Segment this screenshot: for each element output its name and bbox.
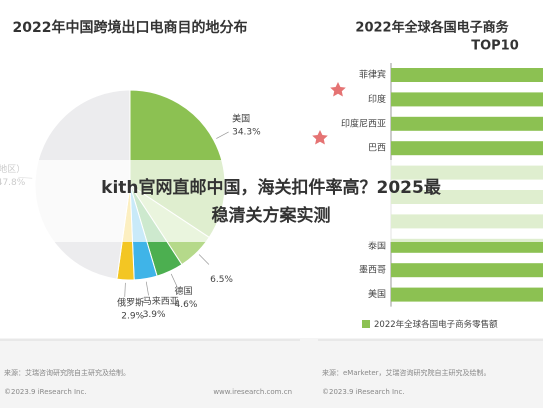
category-label: 印度 — [368, 93, 386, 105]
pie-title: 2022年中国跨境出口电商目的地分布 — [13, 19, 248, 36]
slice-value: 34.3% — [232, 127, 261, 137]
slice-label: 马来西亚 — [143, 296, 179, 307]
leader-line — [145, 281, 149, 296]
footer-bg — [0, 338, 543, 408]
slice-label: 德国 — [175, 285, 193, 297]
leader-line — [170, 273, 178, 287]
bar — [391, 92, 543, 107]
bar — [391, 141, 543, 156]
star — [312, 130, 328, 145]
banner-text: 稳清关方案实测 — [212, 205, 331, 226]
copyright: ©2023.9 iResearch Inc. — [4, 388, 87, 396]
category-label: 菲律宾 — [359, 69, 386, 81]
slice-value: 6.5% — [210, 275, 233, 285]
category-label: 印度尼西亚 — [341, 117, 386, 129]
leader-line — [198, 254, 210, 265]
slice-value: 4.6% — [175, 300, 198, 310]
slice-value: 2.9% — [121, 311, 144, 321]
banner — [0, 160, 543, 242]
source: 来源：艾瑞咨询研究院自主研究及绘制。 — [4, 368, 130, 377]
bar-subtitle: TOP10 — [471, 39, 519, 54]
category-label: 墨西哥 — [359, 265, 386, 276]
star — [330, 82, 346, 97]
site: www.iresearch.com.cn — [213, 388, 292, 396]
bar — [391, 116, 543, 131]
bar — [391, 68, 543, 82]
bar — [391, 287, 543, 302]
category-label: 美国 — [368, 288, 386, 300]
bar-title: 2022年全球各国电子商务 — [355, 20, 509, 36]
leader-line — [216, 131, 229, 139]
source: 来源：eMarketer，艾瑞咨询研究院自主研究及绘制。 — [322, 368, 491, 377]
slice-label: 俄罗斯 — [117, 296, 144, 308]
bar — [391, 238, 543, 253]
legend-swatch — [362, 320, 370, 328]
bar — [391, 263, 543, 278]
slice-label: 美国 — [232, 112, 250, 124]
leader-line — [124, 282, 126, 297]
category-label: 巴西 — [368, 143, 386, 154]
legend-label: 2022年全球各国电子商务零售额 — [374, 319, 498, 330]
banner-text: kith官网直邮中国，海关扣件率高？2025最 — [101, 177, 442, 198]
slice-value: 3.9% — [143, 310, 166, 320]
copyright: ©2023.9 iResearch Inc. — [322, 388, 405, 396]
category-label: 泰国 — [368, 239, 386, 251]
